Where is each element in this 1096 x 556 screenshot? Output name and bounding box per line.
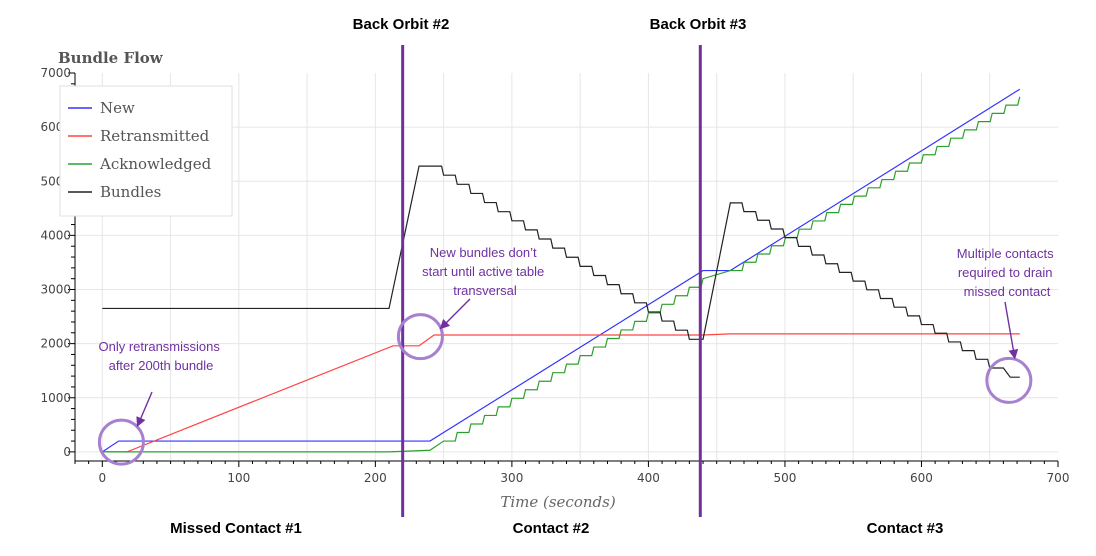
x-tick-label: 200 [364,471,387,485]
annotation-retransmissions-line-2: after 200th bundle [109,358,214,373]
annotation-new-bundles-line-2: start until active table [422,264,544,279]
x-tick-label: 600 [910,471,933,485]
y-tick-label: 4000 [40,228,71,242]
series-line-bundles [102,165,1020,378]
x-tick-label: 500 [773,471,796,485]
x-tick-label: 300 [500,471,523,485]
annotation-arrow-1 [136,391,153,428]
series-line-retransmitted [102,333,1020,453]
region-label-missed-contact-1: Missed Contact #1 [170,520,302,537]
x-tick-label: 700 [1047,471,1070,485]
highlight-circle-2 [396,313,444,361]
legend-label-new: New [100,99,135,117]
annotation-new-bundles-line-3: transversal [453,283,517,298]
x-axis-label: Time (seconds) [500,493,615,511]
annotation-overlay [97,45,1033,517]
back-orbit-3-label: Back Orbit #3 [650,16,747,33]
y-tick-label: 0 [63,445,71,459]
y-tick-label: 7000 [40,66,71,80]
legend-label-acknowledged: Acknowledged [99,155,212,173]
x-tick-label: 100 [227,471,250,485]
region-label-contact-3: Contact #3 [867,520,944,537]
legend-label-bundles: Bundles [100,183,161,201]
grid [75,73,1058,460]
y-tick-label: 2000 [40,337,71,351]
y-tick-label: 3000 [40,283,71,297]
highlight-circle-1 [97,418,145,466]
series-line-acknowledged [102,96,1021,453]
annotation-multiple-contacts-line-2: required to drain [958,265,1053,280]
annotation-multiple-contacts: Multiple contacts required to drain miss… [957,246,1057,299]
annotation-arrow-2 [439,298,471,330]
annotation-multiple-contacts-line-1: Multiple contacts [957,246,1054,261]
legend: New Retransmitted Acknowledged Bundles [59,85,233,217]
annotation-retransmissions: Only retransmissions after 200th bundle [99,339,224,373]
y-tick-label: 1000 [40,391,71,405]
chart-title: Bundle Flow [58,49,164,67]
x-tick-label: 400 [637,471,660,485]
annotation-retransmissions-line-1: Only retransmissions [99,339,221,354]
annotation-new-bundles: New bundles don’t start until active tab… [422,245,548,298]
legend-label-retransmitted: Retransmitted [100,127,210,145]
annotation-new-bundles-line-1: New bundles don’t [430,245,537,260]
annotation-arrow-3 [1004,301,1019,360]
series-lines [101,88,1021,453]
annotation-multiple-contacts-line-3: missed contact [964,284,1051,299]
back-orbit-2-label: Back Orbit #2 [353,16,450,33]
series-line-new [101,88,1021,453]
x-tick-label: 0 [98,471,106,485]
region-label-contact-2: Contact #2 [513,520,590,537]
